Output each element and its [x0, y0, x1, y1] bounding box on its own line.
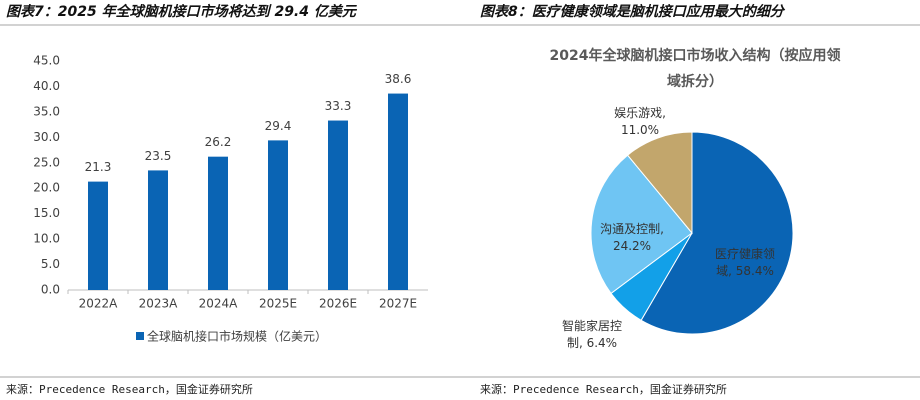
bar: [388, 93, 408, 291]
x-tick-label: 2024A: [199, 297, 239, 311]
bar-label: 33.3: [325, 99, 352, 113]
bar-label: 21.3: [85, 160, 112, 174]
source: 来源：Precedence Research，国金证券研究所: [480, 382, 727, 396]
legend-swatch: [136, 332, 144, 340]
bar-label: 29.4: [265, 119, 292, 133]
bar-label: 38.6: [385, 72, 412, 86]
x-tick-label: 2025E: [259, 297, 297, 311]
source: 来源：Precedence Research，国金证券研究所: [6, 382, 253, 396]
y-tick-label: 15.0: [33, 206, 60, 220]
figure-heading: 图表8：医疗健康领域是脑机接口应用最大的细分: [480, 3, 786, 20]
y-tick-label: 35.0: [33, 104, 60, 118]
pie-title: 2024年全球脑机接口市场收入结构（按应用领域拆分）: [549, 48, 841, 90]
pie-slice: [590, 154, 693, 295]
bar-label: 26.2: [205, 135, 232, 149]
y-tick-label: 0.0: [41, 283, 60, 297]
figure-heading: 图表7：2025 年全球脑机接口市场将达到 29.4 亿美元: [6, 3, 358, 20]
bar: [148, 170, 168, 290]
y-tick-label: 5.0: [41, 257, 60, 271]
y-tick-label: 20.0: [33, 181, 60, 195]
legend-label: 全球脑机接口市场规模（亿美元）: [147, 329, 327, 344]
slice-label: 沟通及控制, 24.2%: [600, 222, 664, 253]
y-tick-label: 45.0: [33, 54, 60, 68]
slice-label: 娱乐游戏, 11.0%: [614, 106, 666, 137]
y-tick-label: 40.0: [33, 79, 60, 93]
bar: [268, 140, 288, 290]
bar: [208, 156, 228, 290]
x-tick-label: 2023A: [139, 297, 179, 311]
y-tick-label: 25.0: [33, 155, 60, 169]
slice-label: 医疗健康领域, 58.4%: [714, 247, 775, 278]
bar-label: 23.5: [145, 149, 172, 163]
pie-slice: [640, 131, 794, 335]
y-tick-label: 30.0: [33, 130, 60, 144]
y-tick-label: 10.0: [33, 232, 60, 246]
x-tick-label: 2026E: [319, 297, 357, 311]
pie-slice: [626, 131, 693, 235]
x-tick-label: 2027E: [379, 297, 417, 311]
bar: [328, 120, 348, 290]
slice-label: 智能家居控制, 6.4%: [561, 319, 622, 350]
bar: [88, 181, 108, 290]
x-tick-label: 2022A: [79, 297, 119, 311]
